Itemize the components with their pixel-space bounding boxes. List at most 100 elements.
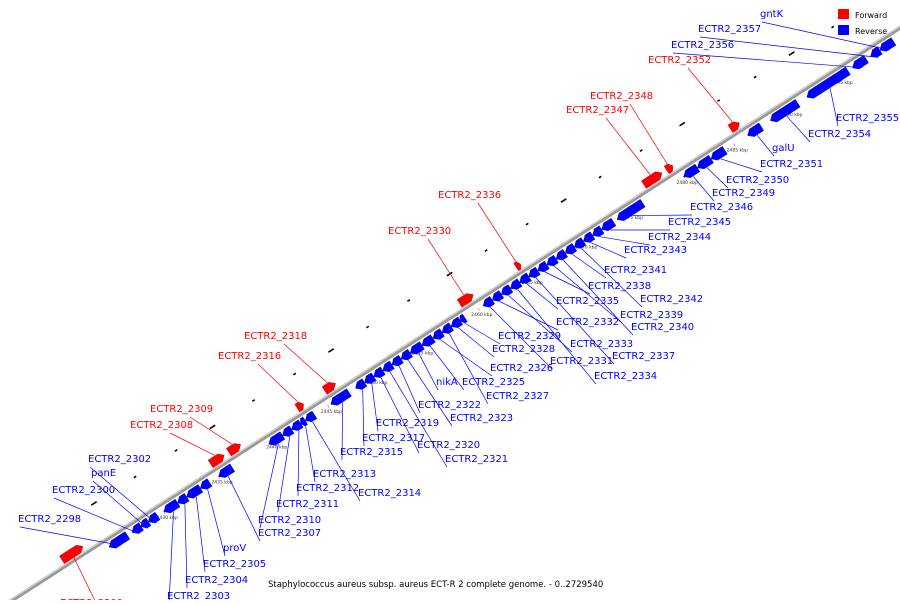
gene-label-ECTR2_2357: ECTR2_2357 [698,24,761,35]
gene-label-ECTR2_2316: ECTR2_2316 [218,351,281,362]
leader-ECTR2_2348 [629,103,668,164]
leader-ECTR2_2355 [829,88,839,127]
backbone-highlight [3,25,900,604]
leader-ECTR2_2329 [465,323,501,345]
leader-ECTR2_2312 [297,430,300,497]
gene-label-ECTR2_2315: ECTR2_2315 [340,447,403,458]
leader-ECTR2_2357 [699,36,879,58]
gene-label-nikA: nikA [436,377,458,388]
leader-ECTR2_2338 [544,271,591,295]
tick-label: 2440 kbp [266,444,287,450]
guide-dot [327,348,335,353]
leader-ECTR2_2322 [398,365,421,414]
leader-ECTR2_2349 [693,176,715,202]
gene-label-ECTR2_2311: ECTR2_2311 [276,499,339,510]
gene-label-ECTR2_2350: ECTR2_2350 [726,175,789,186]
leader-ECTR2_2328 [458,327,495,358]
gene-ECTR2_2315 [330,388,352,406]
gene-label-panE: panE [91,468,116,479]
gene-ECTR2_2336 [513,261,522,271]
gene-ECTR2_2298 [108,531,131,549]
guide-dot [209,424,216,430]
gene-label-ECTR2_2349: ECTR2_2349 [712,188,775,199]
gene-label-ECTR2_2303: ECTR2_2303 [167,591,230,600]
gene-label-ECTR2_2317: ECTR2_2317 [362,433,425,444]
guide-dot [788,51,795,56]
leader-ECTR2_2307 [227,476,261,542]
tick-mark [733,143,736,147]
gene-label-ECTR2_2354: ECTR2_2354 [808,129,871,140]
tick-mark [682,175,686,179]
leader-ECTR2_2315 [341,402,344,461]
guide-dot [365,325,370,329]
tick-label: 2485 kbp [727,148,748,154]
gene-ECTR2_2348 [663,163,674,174]
gene-label-ECTR2_2328: ECTR2_2328 [492,344,555,355]
leader-ECTR2_2339 [553,265,623,324]
guide-dot [560,198,567,203]
guide-dot [446,271,453,277]
guide-dot [831,25,835,29]
leader-ECTR2_2347 [605,117,651,175]
leader-ECTR2_2344 [599,236,651,246]
guide-dot [525,222,529,226]
leader-ECTR2_2341 [572,254,607,279]
leader-ECTR2_2346 [632,214,693,216]
guide-dot [90,500,98,506]
leader-ECTR2_2326 [439,339,493,377]
gene-label-ECTR2_2335: ECTR2_2335 [556,296,619,307]
gene-label-ECTR2_2331: ECTR2_2331 [550,356,613,367]
gene-ECTR2_2307 [218,463,236,478]
gene-label-ECTR2_2310: ECTR2_2310 [258,515,321,526]
gene-label-ECTR2_2352: ECTR2_2352 [648,55,711,66]
tick-label: 2465 kbp [521,280,542,286]
gene-label-ECTR2_2314: ECTR2_2314 [358,488,421,499]
legend-forward-label: Forward [855,11,887,20]
leader-ECTR2_2343 [590,242,627,259]
gene-label-ECTR2_2325: ECTR2_2325 [462,377,525,388]
gene-label-ECTR2_2340: ECTR2_2340 [631,322,694,333]
gene-label-ECTR2_2322: ECTR2_2322 [418,400,481,411]
leader-ECTR2_2321 [389,371,448,468]
gene-ECTR2_2329 [459,313,468,324]
guide-dot [679,121,686,127]
gene-label-ECTR2_2307: ECTR2_2307 [258,528,321,539]
gene-label-ECTR2_2305: ECTR2_2305 [203,559,266,570]
leader-ECTR2_2319 [371,383,379,432]
leader-ECTR2_2352 [687,67,733,122]
gene-ECTR2_2355 [806,66,851,99]
tick-mark [477,307,480,311]
guide-dot [717,99,721,103]
leader-ECTR2_2320 [380,377,420,454]
guide-dot [406,299,411,302]
leader-ECTR2_2308 [169,432,215,456]
gene-label-ECTR2_2333: ECTR2_2333 [570,339,633,350]
gene-ECTR2_2352 [727,121,740,133]
gene-label-ECTR2_2318: ECTR2_2318 [244,331,307,342]
legend-reverse-label: Reverse [855,27,887,36]
leader-ECTR2_2304 [184,504,188,589]
gene-label-ECTR2_2339: ECTR2_2339 [620,310,683,321]
tick-label: 2480 kbp [676,180,697,186]
guide-dot [292,372,297,376]
guide-dot [639,149,643,153]
leader-ECTR2_2300 [53,497,140,535]
leader-ECTR2_2325 [429,345,465,391]
legend: Forward Reverse [838,9,887,36]
genome-caption: Staphylococcus aureus subsp. aureus ECT-… [268,580,603,590]
gene-label-ECTR2_2302: ECTR2_2302 [88,454,151,465]
leader-ECTR2_2311 [277,436,291,513]
gene-label-ECTR2_2326: ECTR2_2326 [490,363,553,374]
leader-ECTR2_2336 [477,202,516,262]
gene-label-ECTR2_2356: ECTR2_2356 [671,40,734,51]
leader-ECTR2_2302 [89,466,156,524]
tick-mark [163,510,166,514]
gene-label-ECTR2_2304: ECTR2_2304 [185,575,248,586]
gene-label-ECTR2_2332: ECTR2_2332 [556,317,619,328]
tick-label: 2490 kbp [781,112,802,118]
leader-galU [756,135,775,157]
guide-dot [484,249,488,252]
leader-ECTR2_2313 [305,426,316,483]
tick-mark [327,404,330,408]
